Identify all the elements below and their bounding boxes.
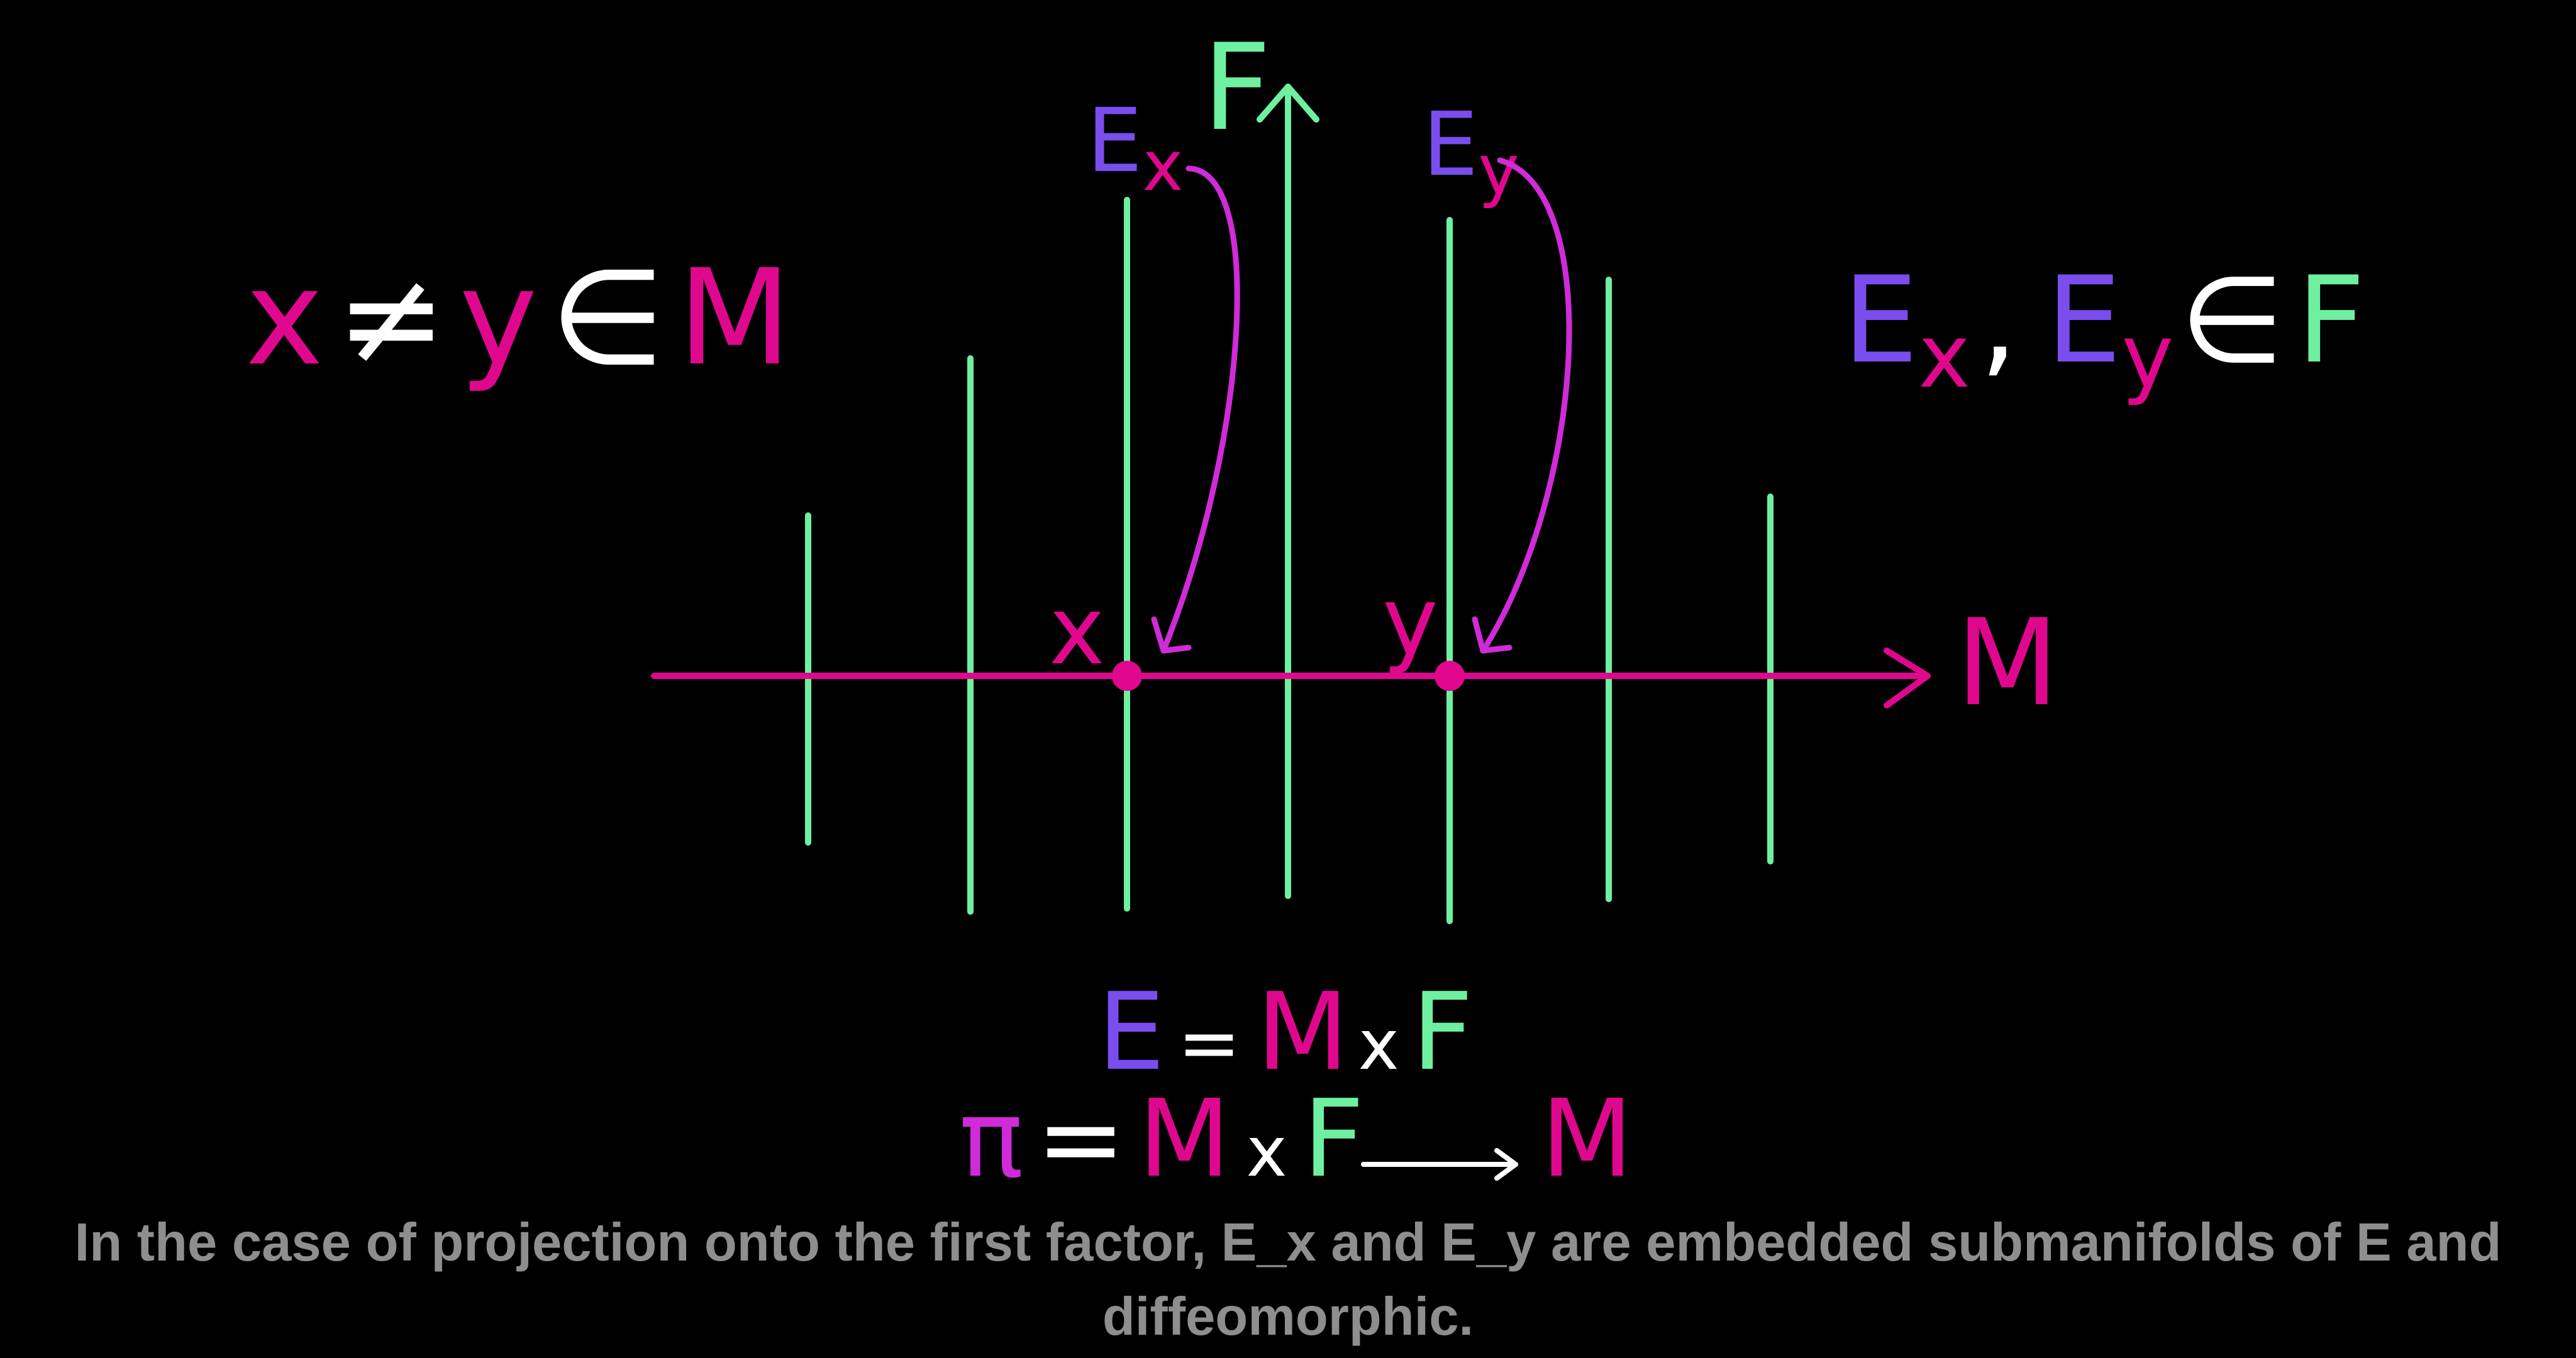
ex-curved-arrow (1160, 165, 1240, 654)
statement-left-M: M (677, 241, 791, 395)
statement-left-neq: ≠ (336, 241, 447, 395)
eq1-times: x (1358, 1005, 1399, 1085)
point-y-label: y (1382, 567, 1438, 676)
statement-right-ex-sub: x (1918, 306, 1970, 408)
statement-right-comma: , (1980, 251, 2018, 390)
statement-right-ex-letter: E (1843, 251, 1918, 390)
fiber-axis-label: F (1202, 18, 1271, 157)
ey-curved-arrow (1480, 157, 1572, 654)
point-y (1435, 661, 1465, 691)
eq1-F: F (1412, 970, 1474, 1095)
base-axis-arrowhead (1884, 648, 1931, 709)
ex-curved-arrowhead (1151, 616, 1192, 654)
eq2-map-arrow (1361, 1148, 1518, 1181)
statement-right-F: F (2297, 251, 2365, 390)
eq1-equals: = (1177, 1000, 1241, 1087)
fiber-ex-sub: x (1142, 126, 1183, 206)
fiber-axis (1257, 84, 1319, 899)
statement-left-y: y (459, 241, 537, 395)
eq2-target-M: M (1541, 1077, 1633, 1201)
caption: In the case of projection onto the first… (0, 1206, 2576, 1354)
eq1-M: M (1257, 970, 1349, 1095)
caption-line-1: In the case of projection onto the first… (74, 1213, 2502, 1272)
statement-right-ey-letter: E (2046, 251, 2121, 390)
eq2-M: M (1138, 1077, 1231, 1201)
point-x-label: x (1049, 577, 1105, 686)
fiber-ey-letter: E (1423, 94, 1478, 196)
eq2-times: x (1246, 1112, 1287, 1192)
ey-curved-arrowhead (1472, 616, 1513, 654)
statement-right-in: ∈ (2180, 251, 2284, 390)
eq2-equals: = (1036, 1077, 1125, 1201)
point-x (1112, 661, 1142, 691)
eq2-pi: π (959, 1077, 1023, 1201)
statement-left-in: ∈ (550, 241, 665, 395)
fiber-ex-letter: E (1087, 90, 1142, 192)
fiber-to-point-arrows (1151, 157, 1572, 654)
caption-line-2: diffeomorphic. (1102, 1287, 1474, 1347)
statement-right-ey-sub: y (2121, 306, 2174, 408)
eq2-F: F (1303, 1077, 1365, 1201)
fiber-ey-label: Ey (1423, 94, 1519, 210)
fiber-ey-sub: y (1478, 130, 1519, 210)
eq1-E: E (1097, 970, 1165, 1095)
eq2-map-arrow-head (1494, 1148, 1518, 1181)
statement-left-x: x (245, 241, 323, 395)
fiber-ex-label: Ex (1087, 90, 1184, 206)
statement-left: x≠y∈M (245, 241, 792, 395)
base-axis (651, 648, 1931, 709)
base-axis-label: M (1956, 593, 2059, 732)
fiber-axis-arrowhead (1257, 84, 1319, 123)
statement-right: Ex, Ey∈ F (1843, 251, 2365, 408)
